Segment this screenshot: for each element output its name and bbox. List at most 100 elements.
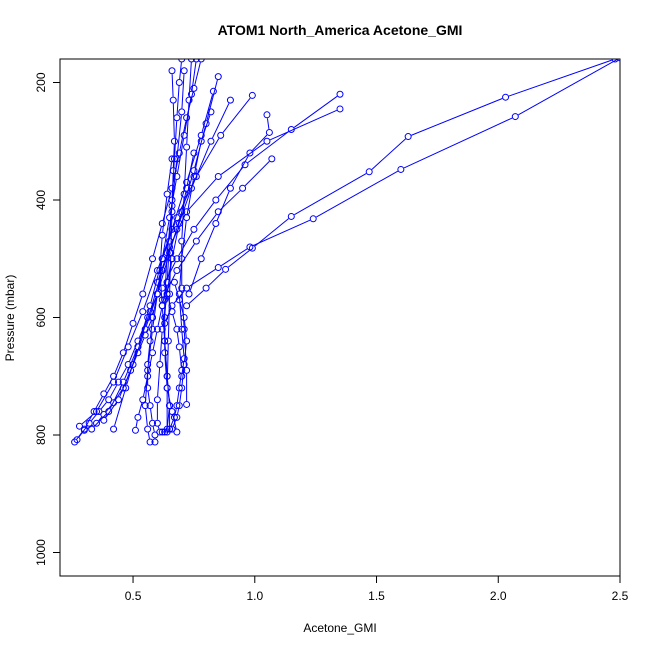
series-segment <box>171 162 178 203</box>
series-segment <box>133 297 143 321</box>
series-segment <box>269 109 338 141</box>
data-point <box>158 231 166 239</box>
data-point <box>246 243 254 251</box>
series-segment <box>148 297 157 315</box>
series-segment <box>201 94 213 133</box>
data-point <box>183 184 191 192</box>
data-point <box>129 361 137 368</box>
data-point <box>192 237 200 245</box>
series-segment <box>109 385 123 409</box>
series-segment <box>254 218 289 247</box>
series-segment <box>145 409 148 426</box>
data-point <box>309 215 317 223</box>
series-segment <box>146 320 152 333</box>
series-segment <box>198 214 217 239</box>
series-segment <box>152 332 158 350</box>
data-point <box>226 96 234 104</box>
data-point <box>170 137 178 145</box>
data-point <box>175 296 183 304</box>
data-point <box>197 59 205 63</box>
data-point <box>190 225 198 233</box>
data-point <box>178 208 186 216</box>
series-segment <box>403 117 513 169</box>
series-segment <box>152 226 162 256</box>
data-point <box>175 220 183 227</box>
series-segment <box>149 320 153 338</box>
data-point <box>163 384 171 392</box>
data-point <box>365 168 373 176</box>
series-23 <box>153 149 198 436</box>
series-segment <box>508 59 612 97</box>
plot-frame <box>59 58 621 577</box>
data-point <box>161 349 169 357</box>
chart-title: ATOM1 North_America Acetone_GMI <box>218 22 463 38</box>
series-segment <box>152 426 155 432</box>
data-point <box>173 225 181 233</box>
series-segment <box>123 326 133 350</box>
series-segment <box>216 191 230 221</box>
data-point <box>144 361 152 368</box>
data-point <box>168 67 176 75</box>
series-17 <box>144 267 166 446</box>
series-segment <box>197 138 220 174</box>
series-segment <box>135 420 138 427</box>
data-point <box>180 131 188 139</box>
data-point <box>183 284 191 292</box>
series-segment <box>179 303 184 315</box>
series-segment <box>195 202 215 227</box>
series-segment <box>192 144 211 186</box>
series-10 <box>75 87 217 430</box>
data-point <box>163 290 171 298</box>
data-point <box>134 349 142 357</box>
series-segment <box>93 413 107 427</box>
series-segment <box>167 162 173 191</box>
y-tick-label: 800 <box>34 425 48 445</box>
series-segment <box>172 185 187 227</box>
series-segment <box>176 391 180 403</box>
data-point <box>158 267 166 274</box>
series-segment <box>228 249 250 268</box>
data-point <box>502 93 510 101</box>
data-point <box>80 426 88 434</box>
data-point <box>187 90 195 98</box>
data-point <box>158 255 166 263</box>
series-segment <box>176 85 180 115</box>
series-segment <box>177 408 180 415</box>
series-segment <box>220 248 248 267</box>
series-segment <box>293 95 338 128</box>
series-segment <box>172 420 176 427</box>
data-point <box>161 337 169 345</box>
data-point <box>90 408 98 415</box>
series-segment <box>181 367 185 385</box>
data-point <box>173 114 181 122</box>
series-segment <box>411 98 503 136</box>
x-axis: 0.5 1.0 1.5 2.0 2.5 <box>125 576 629 603</box>
series-segment <box>138 338 145 350</box>
data-point <box>178 237 186 245</box>
series-segment <box>266 118 270 130</box>
data-point <box>169 96 177 104</box>
data-point <box>173 413 181 421</box>
series-segment <box>208 271 224 287</box>
series-segment <box>231 155 249 186</box>
series-segment <box>87 424 94 429</box>
series-segment <box>143 273 157 309</box>
data-point <box>180 314 188 321</box>
series-segment <box>159 332 163 362</box>
series-segment <box>150 409 153 420</box>
series-segment <box>143 261 153 291</box>
series-segment <box>294 173 367 216</box>
data-point <box>139 396 147 404</box>
data-point <box>265 128 273 136</box>
data-point <box>168 155 176 163</box>
series-segment <box>176 138 185 174</box>
x-tick-label: 2.5 <box>612 589 629 603</box>
series-segment <box>220 190 241 210</box>
data-point <box>153 325 161 333</box>
data-point <box>100 416 108 424</box>
series-segment <box>147 356 153 373</box>
series-segment <box>179 262 182 291</box>
data-point <box>153 396 161 404</box>
series-segment <box>157 309 163 326</box>
